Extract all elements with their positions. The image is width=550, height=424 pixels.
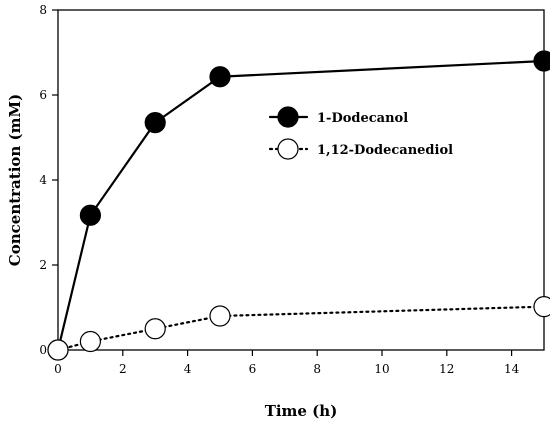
data-point bbox=[533, 296, 550, 318]
data-point bbox=[209, 305, 231, 327]
series-line bbox=[56, 59, 546, 352]
data-point bbox=[47, 339, 69, 361]
x-tick-label: 10 bbox=[374, 362, 389, 376]
plot-frame bbox=[57, 9, 545, 351]
series-1-12-dodecanediol bbox=[47, 296, 550, 361]
x-tick-label: 14 bbox=[504, 362, 520, 376]
legend-marker bbox=[277, 138, 299, 160]
series-1-dodecanol bbox=[47, 50, 550, 361]
legend-label: 1,12-Dodecanediol bbox=[317, 143, 453, 158]
data-point bbox=[533, 50, 550, 72]
x-tick-label: 4 bbox=[184, 362, 192, 376]
x-axis-title: Time (h) bbox=[265, 402, 338, 420]
y-axis-title: Concentration (mM) bbox=[6, 94, 24, 266]
legend: 1-Dodecanol 1,12-Dodecanediol bbox=[268, 106, 453, 160]
y-tick-label: 8 bbox=[39, 3, 47, 17]
series-layer bbox=[47, 50, 550, 361]
axes: 0 2 4 6 8 10 12 14 0 2 4 6 8 bbox=[39, 3, 545, 376]
data-point bbox=[144, 112, 166, 134]
legend-entry-1-12-dodecanediol: 1,12-Dodecanediol bbox=[268, 138, 453, 160]
legend-marker bbox=[277, 106, 299, 128]
data-point bbox=[79, 204, 102, 226]
x-tick-label: 8 bbox=[313, 362, 321, 376]
data-point bbox=[144, 318, 166, 340]
y-tick-label: 2 bbox=[39, 258, 47, 272]
legend-label: 1-Dodecanol bbox=[317, 111, 408, 126]
x-tick-label: 2 bbox=[119, 362, 127, 376]
y-tick-label: 6 bbox=[39, 88, 47, 102]
y-tick-label: 4 bbox=[39, 173, 47, 187]
data-point bbox=[209, 66, 231, 88]
series-line bbox=[56, 305, 546, 352]
x-tick-label: 0 bbox=[54, 362, 62, 376]
y-tick-label: 0 bbox=[39, 343, 47, 357]
legend-entry-1-dodecanol: 1-Dodecanol bbox=[268, 106, 408, 128]
data-point bbox=[79, 330, 102, 353]
x-tick-label: 12 bbox=[439, 362, 454, 376]
x-tick-label: 6 bbox=[249, 362, 257, 376]
